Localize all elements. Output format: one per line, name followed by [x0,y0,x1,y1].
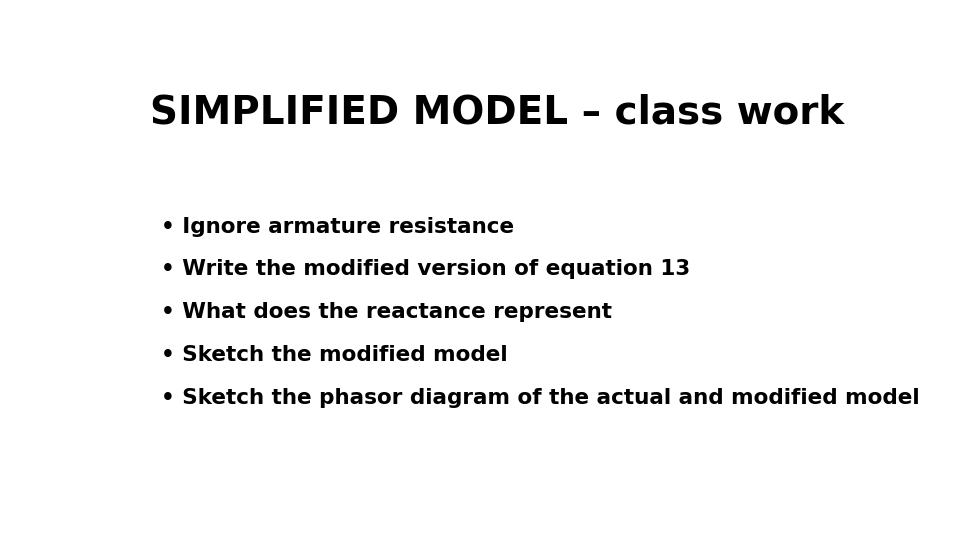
Text: • Write the modified version of equation 13: • Write the modified version of equation… [161,259,690,279]
Text: SIMPLIFIED MODEL – class work: SIMPLIFIED MODEL – class work [150,94,844,132]
Text: • What does the reactance represent: • What does the reactance represent [161,302,612,322]
Text: • Sketch the phasor diagram of the actual and modified model: • Sketch the phasor diagram of the actua… [161,388,920,408]
Text: • Ignore armature resistance: • Ignore armature resistance [161,217,514,237]
Text: • Sketch the modified model: • Sketch the modified model [161,345,508,365]
